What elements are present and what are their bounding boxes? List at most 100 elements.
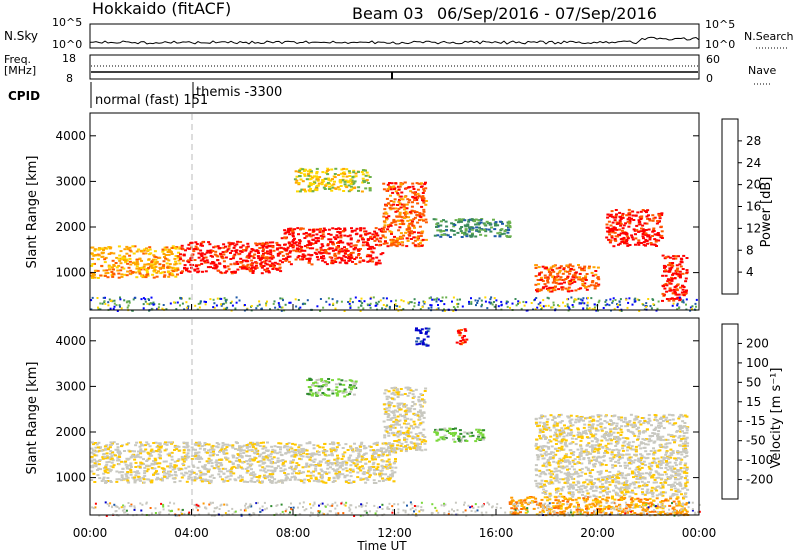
scatter-cell [350, 243, 353, 245]
scatter-cell [147, 453, 150, 455]
scatter-cell [481, 300, 483, 302]
scatter-cell [349, 391, 352, 393]
scatter-cell [576, 502, 579, 504]
scatter-cell [220, 464, 223, 466]
scatter-cell [144, 298, 146, 300]
scatter-cell [399, 306, 401, 308]
scatter-cell [669, 287, 672, 289]
scatter-cell [139, 441, 142, 443]
scatter-cell [321, 245, 324, 247]
scatter-cell [252, 471, 255, 473]
scatter-cell [163, 476, 166, 478]
scatter-cell [316, 168, 319, 170]
scatter-cell [353, 462, 356, 464]
scatter-cell [137, 249, 140, 251]
nsky-label: N.Sky [4, 29, 38, 43]
scatter-cell [284, 260, 287, 262]
scatter-cell [626, 243, 629, 245]
scatter-cell [282, 299, 284, 301]
scatter-cell [268, 479, 271, 481]
scatter-cell [383, 436, 386, 438]
scatter-cell [107, 276, 110, 278]
scatter-cell [328, 188, 331, 190]
scatter-cell [167, 271, 170, 273]
scatter-cell [270, 258, 273, 260]
scatter-cell [136, 265, 139, 267]
scatter-cell [482, 429, 485, 431]
scatter-cell [389, 477, 392, 479]
scatter-cell [291, 443, 294, 445]
scatter-cell [350, 252, 353, 254]
scatter-cell [158, 257, 161, 259]
scatter-cell [587, 305, 589, 307]
scatter-cell [208, 460, 211, 462]
scatter-cell [639, 216, 642, 218]
scatter-cell [271, 458, 274, 460]
scatter-cell [240, 455, 243, 457]
scatter-cell [387, 202, 390, 204]
scatter-cell [410, 442, 413, 444]
scatter-cell [281, 237, 284, 239]
scatter-cell [479, 297, 481, 299]
scatter-cell [611, 498, 614, 500]
scatter-cell [250, 260, 253, 262]
scatter-cell [128, 267, 131, 269]
nsearch-label: N.Search [744, 30, 794, 43]
scatter-cell [674, 277, 677, 279]
scatter-cell [614, 219, 617, 221]
scatter-cell [171, 273, 174, 275]
scatter-cell [288, 451, 291, 453]
scatter-cell [152, 442, 155, 444]
scatter-cell [91, 258, 94, 260]
scatter-cell [490, 302, 492, 304]
scatter-cell [414, 298, 416, 300]
scatter-cell [658, 301, 660, 303]
scatter-cell [553, 304, 555, 306]
scatter-cell [400, 216, 403, 218]
scatter-cell [640, 242, 643, 244]
scatter-cell [410, 419, 413, 421]
scatter-cell [608, 233, 611, 235]
scatter-cell [482, 439, 485, 441]
power-cbar-label: Power [dB] [759, 177, 774, 248]
scatter-cell [270, 462, 273, 464]
scatter-cell [562, 302, 564, 304]
scatter-cell [640, 230, 643, 232]
scatter-cell [129, 469, 132, 471]
scatter-cell [139, 258, 142, 260]
scatter-cell [166, 477, 169, 479]
scatter-cell [648, 229, 651, 231]
scatter-cell [313, 176, 316, 178]
scatter-cell [267, 253, 270, 255]
scatter-cell [386, 398, 389, 400]
scatter-cell [394, 410, 397, 412]
scatter-cell [131, 455, 134, 457]
scatter-cell [569, 270, 572, 272]
scatter-cell [104, 303, 106, 305]
scatter-cell [108, 268, 111, 270]
scatter-cell [207, 449, 210, 451]
scatter-cell [357, 254, 360, 256]
scatter-cell [316, 379, 319, 381]
scatter-cell [220, 298, 222, 300]
scatter-cell [288, 261, 291, 263]
scatter-cell [412, 186, 415, 188]
scatter-cell [356, 472, 359, 474]
scatter-cell [400, 196, 403, 198]
scatter-cell [269, 253, 272, 255]
scatter-cell [630, 218, 633, 220]
scatter-cell [206, 452, 209, 454]
scatter-cell [423, 211, 426, 213]
scatter-cell [345, 186, 348, 188]
scatter-cell [683, 301, 685, 303]
scatter-cell [118, 277, 121, 279]
scatter-cell [520, 499, 523, 501]
scatter-cell [365, 458, 368, 460]
scatter-cell [279, 306, 281, 308]
scatter-cell [201, 255, 204, 257]
scatter-cell [181, 463, 184, 465]
scatter-cell [628, 297, 630, 299]
scatter-cell [381, 478, 384, 480]
scatter-cell [342, 255, 345, 257]
scatter-cell [594, 306, 596, 308]
